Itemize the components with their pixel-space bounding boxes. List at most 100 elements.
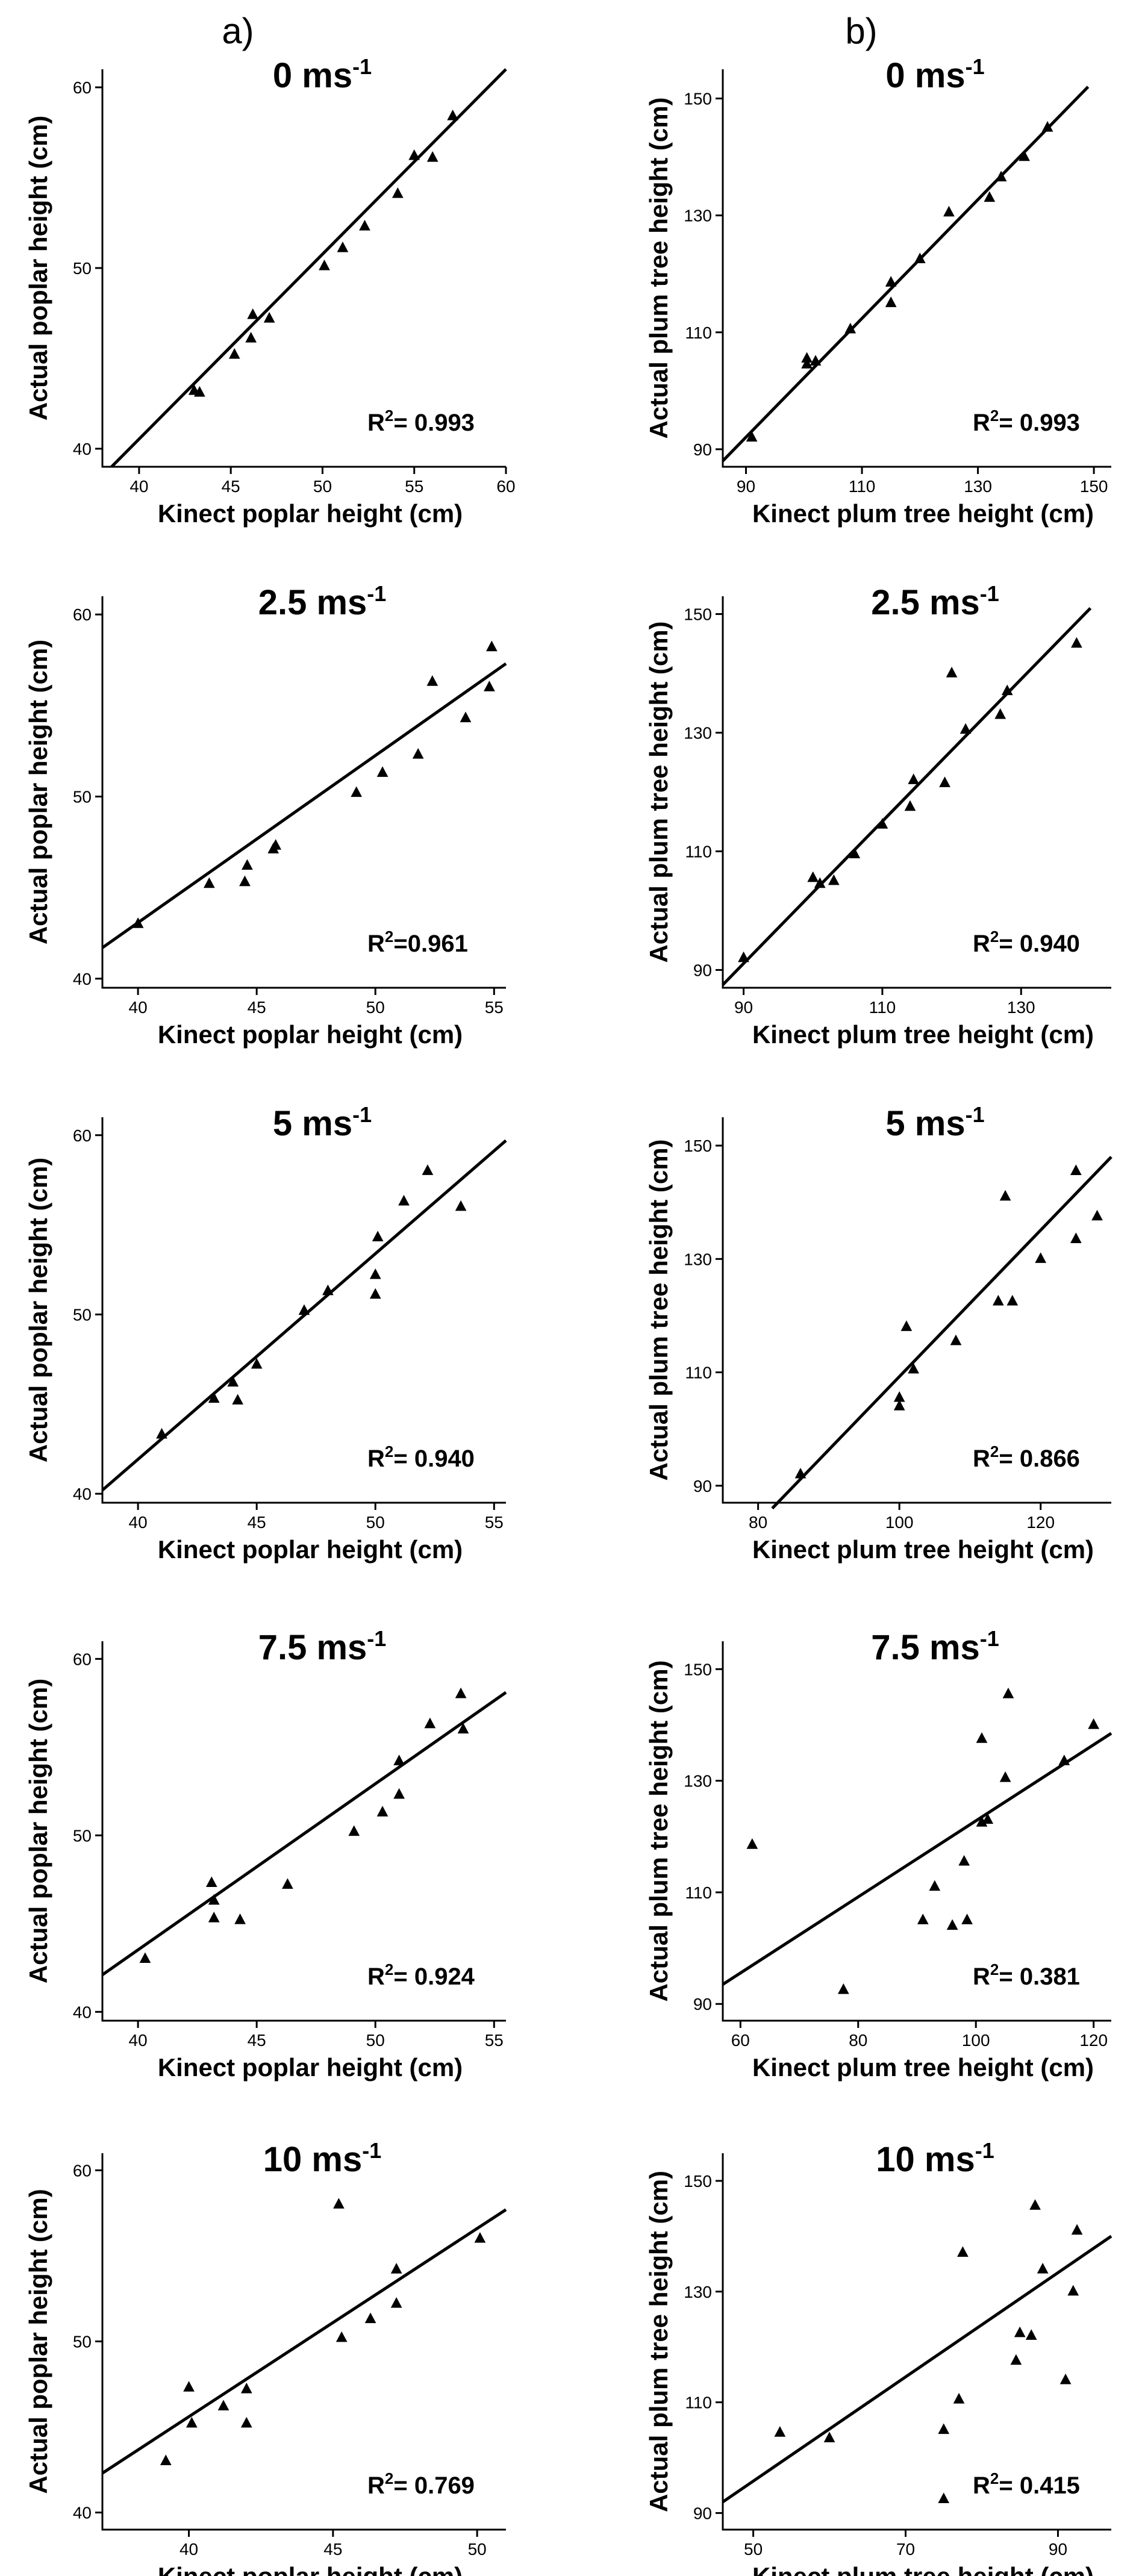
y-tick-label: 50 (73, 1305, 92, 1324)
data-point (984, 191, 996, 202)
y-tick-label: 130 (684, 207, 712, 225)
axis-lines (101, 69, 506, 468)
chart-title: 7.5 ms-1 (258, 1626, 387, 1667)
y-tick-label: 60 (73, 1126, 92, 1145)
y-tick-label: 90 (693, 1477, 712, 1495)
chart-title: 10 ms-1 (876, 2138, 994, 2179)
regression-line (771, 1156, 1112, 1510)
y-axis-label: Actual poplar height (cm) (24, 116, 52, 420)
data-point (1019, 150, 1030, 161)
data-point (369, 1268, 381, 1279)
data-point (900, 1320, 913, 1331)
y-tick-label: 110 (685, 2394, 712, 2412)
x-tick-label: 120 (1026, 1513, 1055, 1532)
data-point (364, 2312, 376, 2324)
data-point (1002, 1688, 1014, 1698)
data-point (938, 2492, 950, 2504)
y-tick-label: 130 (684, 2283, 712, 2301)
axis-lines (722, 1117, 1111, 1504)
data-point (885, 276, 897, 287)
data-point (240, 2383, 252, 2394)
data-point (1025, 2329, 1037, 2340)
scatter-chart-1-4: 90 110 130 150 50 70 90 Kinect plum tree height… (644, 2138, 1112, 2576)
x-tick-label: 40 (129, 477, 148, 496)
x-tick-label: 50 (313, 477, 332, 496)
x-tick-label: 90 (737, 477, 755, 496)
data-point (959, 723, 972, 734)
data-point (208, 1392, 220, 1403)
y-axis-label: Actual poplar height (cm) (24, 640, 52, 944)
data-point (1067, 2284, 1079, 2296)
x-axis-label: Kinect plum tree height (cm) (752, 499, 1094, 528)
y-tick-label: 110 (685, 842, 712, 861)
x-axis-label: Kinect plum tree height (cm) (752, 2053, 1094, 2082)
x-tick-label: 60 (731, 2031, 750, 2050)
x-tick-label: 110 (849, 477, 876, 496)
x-tick-label: 45 (222, 477, 240, 496)
data-point (319, 260, 330, 270)
data-point (908, 1362, 919, 1374)
column-label-b: b) (845, 11, 877, 51)
y-tick-label: 40 (73, 2504, 92, 2522)
x-tick-label: 55 (485, 1513, 504, 1532)
y-tick-label: 40 (73, 2003, 92, 2021)
data-point (1091, 1209, 1103, 1221)
x-axis-label: Kinect poplar height (cm) (158, 1020, 463, 1049)
y-tick-label: 150 (684, 90, 712, 108)
data-point (994, 708, 1006, 719)
chart-title: 10 ms-1 (263, 2138, 381, 2179)
scatter-chart-0-4: 40 50 60 40 45 50 Kinect poplar height (cm) Act… (24, 2138, 507, 2576)
data-point (807, 871, 819, 882)
x-tick-label: 50 (366, 998, 385, 1017)
r-squared-label: R2= 0.769 (367, 2469, 475, 2499)
data-point (746, 1838, 758, 1849)
x-tick-label: 110 (869, 998, 896, 1017)
data-point (251, 1358, 263, 1369)
data-point (460, 711, 472, 723)
y-axis-label: Actual plum tree height (cm) (644, 1660, 673, 2001)
regression-line (101, 2208, 507, 2475)
data-point (844, 322, 856, 334)
data-point (245, 332, 257, 343)
chart-title: 0 ms-1 (273, 54, 372, 95)
x-tick-label: 55 (485, 998, 504, 1017)
regression-line (110, 68, 507, 468)
y-axis-label: Actual plum tree height (cm) (644, 2171, 673, 2512)
x-tick-label: 40 (129, 2031, 148, 2050)
data-point (801, 352, 813, 363)
data-point (247, 308, 259, 319)
y-tick-label: 60 (73, 2161, 92, 2180)
data-point (957, 2246, 969, 2257)
chart-title: 7.5 ms-1 (871, 1626, 999, 1667)
data-point (335, 2331, 348, 2342)
x-tick-label: 55 (405, 477, 423, 496)
y-tick-label: 40 (73, 440, 92, 458)
data-point (484, 681, 495, 691)
data-point (424, 1717, 436, 1729)
data-point (393, 1754, 405, 1765)
x-tick-label: 50 (366, 2031, 385, 2050)
data-point (333, 2198, 345, 2209)
data-point (1071, 637, 1082, 648)
scatter-chart-0-0: 40 50 60 40 45 50 55 60 Kinect poplar height (cm… (24, 54, 516, 528)
y-axis-label: Actual plum tree height (cm) (644, 621, 673, 962)
x-tick-label: 50 (468, 2540, 487, 2559)
data-point (876, 818, 888, 829)
data-point (943, 205, 955, 217)
x-tick-label: 45 (248, 2031, 266, 2050)
x-axis-label: Kinect plum tree height (cm) (752, 2562, 1094, 2576)
data-point (376, 766, 388, 777)
scatter-chart-1-0: 90 110 130 150 90 110 130 150 Kinect plum tree h… (644, 54, 1111, 528)
data-point (814, 877, 826, 888)
data-point (914, 252, 926, 264)
y-tick-label: 90 (693, 961, 712, 979)
y-axis-label: Actual poplar height (cm) (24, 2189, 52, 2493)
regression-line (722, 607, 1092, 986)
data-point (426, 151, 438, 162)
data-point (457, 1723, 469, 1734)
y-tick-label: 110 (685, 1883, 712, 1902)
data-point (1070, 1164, 1082, 1176)
x-tick-label: 150 (1080, 477, 1108, 496)
regression-line (101, 1691, 507, 1976)
data-point (160, 2454, 172, 2465)
